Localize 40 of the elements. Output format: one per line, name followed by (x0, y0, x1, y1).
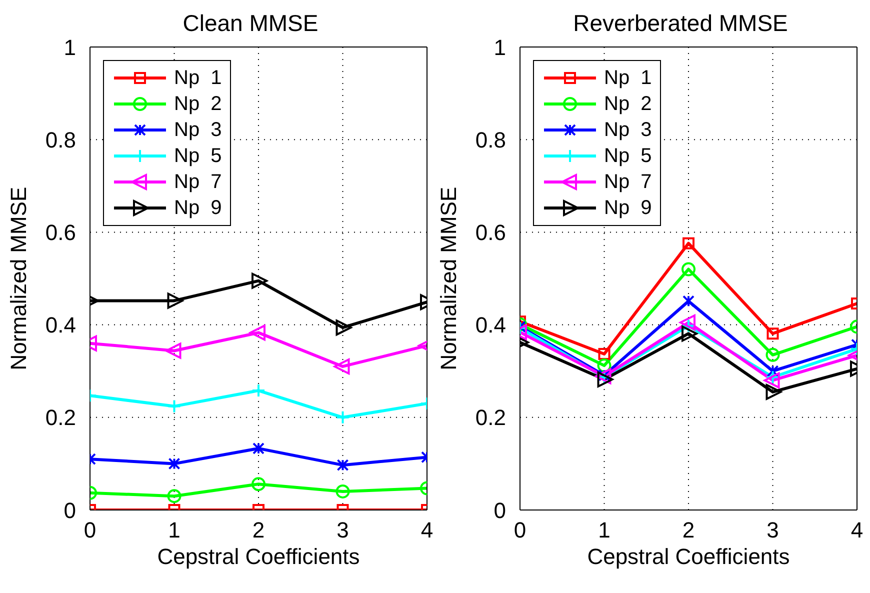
y-tick-label: 0.6 (45, 220, 76, 246)
legend-label: Np 2 (174, 92, 222, 116)
y-tick-label: 0.2 (45, 405, 76, 430)
y-tick-label: 0 (64, 498, 76, 523)
y-tick-label: 1 (64, 34, 76, 60)
legend-label: Np 9 (604, 196, 652, 220)
legend-label: Np 3 (174, 118, 222, 142)
y-axis-title: Normalized MMSE (436, 186, 461, 370)
y-tick-label: 0.4 (45, 312, 76, 338)
y-axis-title: Normalized MMSE (6, 186, 31, 370)
chart-title: Reverberated MMSE (572, 10, 789, 37)
legend-label: Np 5 (604, 144, 652, 168)
x-tick-label: 1 (168, 518, 180, 543)
y-tick-label: 0.4 (475, 312, 506, 338)
y-tick-label: 1 (494, 34, 506, 60)
x-axis-title: Cepstral Coefficients (587, 544, 790, 569)
y-tick-label: 0.8 (45, 127, 76, 152)
x-tick-label: 0 (514, 518, 526, 543)
x-tick-label: 4 (850, 518, 864, 543)
legend-label: Np 5 (174, 144, 222, 168)
y-tick-label: 0.2 (475, 405, 506, 430)
chart-title: Clean MMSE (182, 10, 320, 37)
legend-label: Np 1 (604, 66, 652, 90)
y-tick-label: 0.6 (475, 220, 506, 246)
legend-label: Np 1 (174, 66, 222, 90)
y-tick-label: 0.8 (475, 127, 506, 152)
x-tick-label: 2 (682, 518, 695, 543)
y-tick-label: 0 (494, 498, 506, 523)
legend-label: Np 9 (174, 196, 222, 220)
legend-label: Np 2 (604, 92, 652, 116)
legend-label: Np 7 (174, 170, 222, 194)
legend-label: Np 3 (604, 118, 652, 142)
x-tick-label: 2 (252, 518, 265, 543)
x-tick-label: 4 (420, 518, 434, 543)
legend-label: Np 7 (604, 170, 652, 194)
x-tick-label: 3 (336, 518, 349, 543)
x-tick-label: 3 (766, 518, 779, 543)
x-tick-label: 0 (84, 518, 96, 543)
x-axis-title: Cepstral Coefficients (157, 544, 360, 569)
x-tick-label: 1 (598, 518, 610, 543)
